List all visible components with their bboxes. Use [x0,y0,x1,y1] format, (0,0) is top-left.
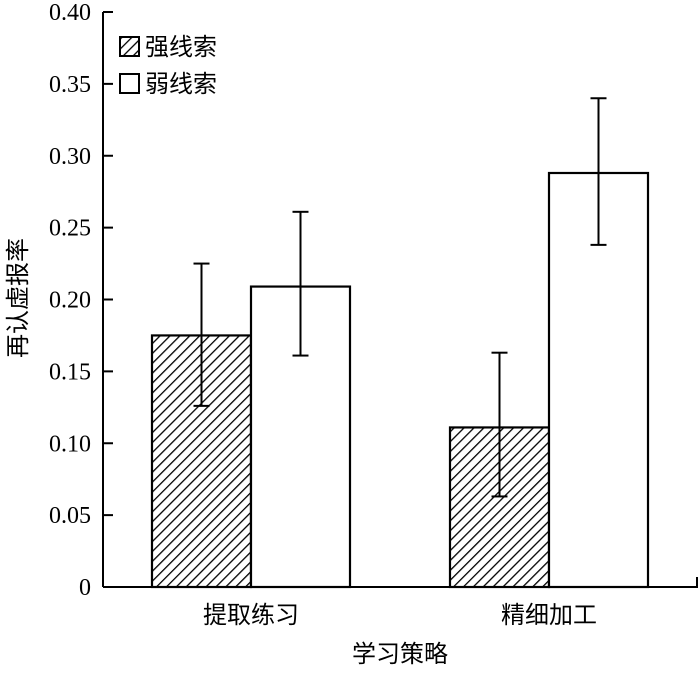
error-bars [193,97,607,498]
legend-label: 弱线索 [145,71,217,98]
y-tick-label: 0.05 [49,503,91,529]
legend-swatch [119,73,140,94]
y-tick-label: 0 [79,575,91,601]
y-axis-title: 再认虚报率 [5,238,32,358]
x-category-label: 精细加工 [501,602,597,629]
y-axis-ticks: 0 0.05 0.10 0.15 0.20 0.25 0.30 0.35 0.40 [49,0,113,601]
y-tick-label: 0.40 [49,0,91,26]
legend-swatch [119,36,140,57]
y-tick-label: 0.25 [49,216,91,242]
x-category-label: 提取练习 [203,602,299,629]
y-tick-label: 0.35 [49,72,91,98]
x-axis-title: 学习策略 [352,641,448,668]
y-tick-label: 0.30 [49,144,91,170]
y-tick-label: 0.10 [49,431,91,457]
legend-label: 强线索 [145,34,217,61]
x-axis-category-labels: 提取练习 精细加工 [203,577,698,629]
bars [150,171,650,589]
y-tick-label: 0.15 [49,359,91,385]
y-tick-label: 0.20 [49,288,91,314]
